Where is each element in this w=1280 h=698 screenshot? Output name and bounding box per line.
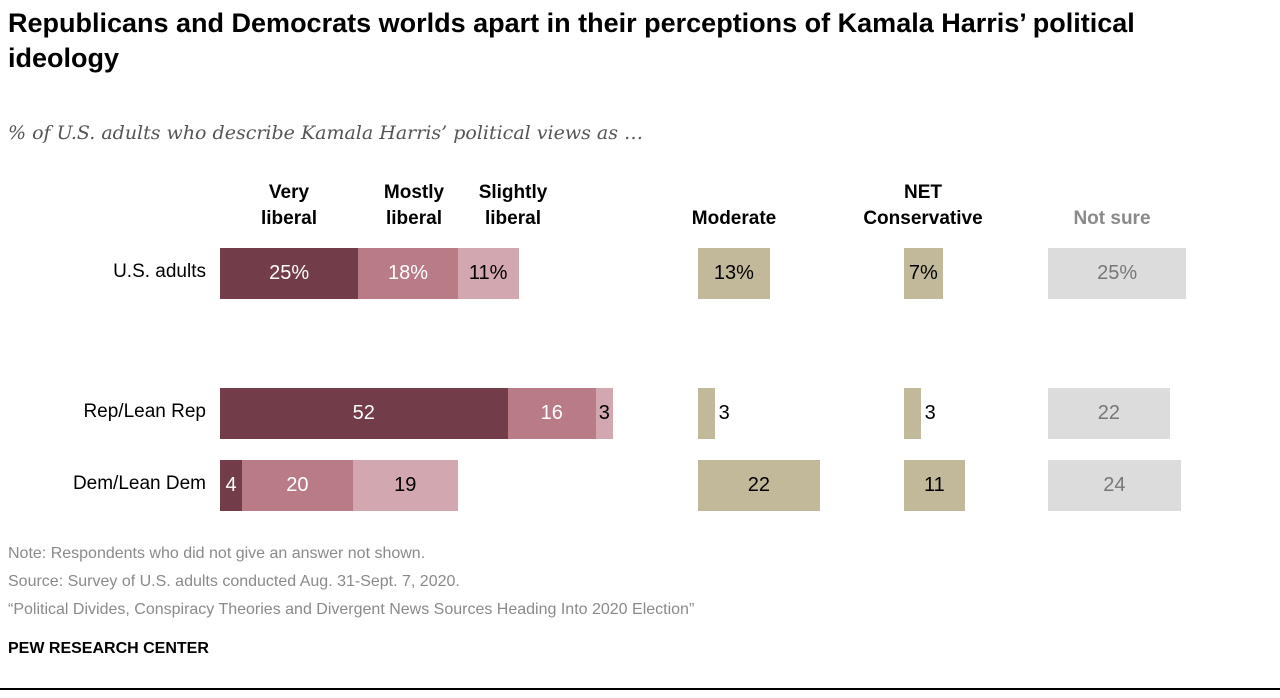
data-label: 20	[286, 474, 309, 496]
note-text: Note: Respondents who did not give an an…	[8, 545, 426, 562]
column-header: Mostly liberal	[383, 182, 445, 229]
report-title-text: “Political Divides, Conspiracy Theories …	[8, 601, 695, 618]
data-label: 11%	[468, 262, 508, 284]
data-label: 25%	[1097, 262, 1138, 284]
data-label: 24	[1103, 474, 1126, 496]
data-label: 3	[924, 402, 936, 424]
data-label: 19	[394, 474, 417, 496]
chart-subtitle: % of U.S. adults who describe Kamala Har…	[8, 122, 643, 144]
bar-moderate	[698, 460, 820, 511]
bar-net-conservative	[904, 248, 943, 299]
column-header: Very liberal	[261, 182, 317, 229]
data-label: 18%	[388, 262, 429, 284]
bar-very-liberal	[220, 460, 243, 511]
bar-not-sure	[1048, 460, 1181, 511]
column-header: Slightly liberal	[478, 182, 548, 229]
bar-slightly-liberal	[352, 460, 458, 511]
bar-mostly-liberal	[358, 248, 458, 299]
bottom-divider	[0, 688, 1280, 690]
data-label: 25%	[269, 262, 310, 284]
column-header: Moderate	[691, 208, 777, 229]
brand-logo-text: PEW RESEARCH CENTER	[8, 640, 209, 657]
bar-mostly-liberal	[242, 460, 353, 511]
row-label: Rep/Lean Rep	[83, 401, 206, 422]
data-label: 52	[352, 402, 375, 424]
data-label: 4	[225, 474, 237, 496]
data-label: 16	[540, 402, 563, 424]
bar-mostly-liberal	[507, 388, 597, 439]
data-label: 7%	[908, 262, 938, 284]
row-label: Dem/Lean Dem	[72, 473, 206, 494]
bar-very-liberal	[220, 388, 508, 439]
row-label: U.S. adults	[113, 261, 206, 282]
data-label: 11	[924, 474, 945, 496]
source-text: Source: Survey of U.S. adults conducted …	[8, 573, 460, 590]
bar-slightly-liberal	[457, 248, 519, 299]
column-header: Not sure	[1073, 208, 1151, 229]
column-header: NET Conservative	[863, 182, 983, 229]
data-label: 3	[598, 402, 610, 424]
data-label: 22	[1097, 402, 1120, 424]
bar-moderate	[698, 248, 770, 299]
bar-not-sure	[1048, 248, 1187, 299]
bar-net-conservative	[904, 388, 921, 439]
chart-title: Republicans and Democrats worlds apart i…	[8, 8, 1135, 73]
bar-very-liberal	[220, 248, 359, 299]
bar-moderate	[698, 388, 715, 439]
bar-not-sure	[1048, 388, 1170, 439]
bar-slightly-liberal	[596, 388, 613, 439]
data-label: 13%	[713, 262, 754, 284]
data-label: 22	[747, 474, 770, 496]
bar-net-conservative	[904, 460, 965, 511]
data-label: 3	[718, 402, 730, 424]
